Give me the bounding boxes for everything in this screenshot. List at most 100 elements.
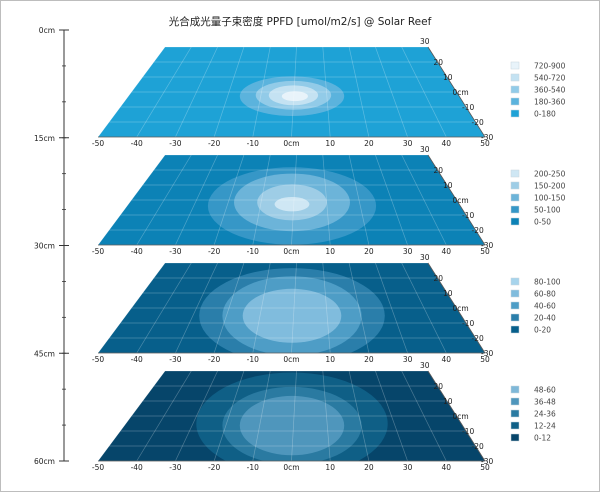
legend-swatch: [510, 277, 520, 286]
y-tick-label: -20: [472, 118, 484, 127]
y-tick-label: 30: [420, 361, 430, 370]
x-tick-label: -20: [208, 355, 220, 364]
legend-swatch: [510, 409, 520, 418]
depth-label: 45cm: [34, 349, 55, 358]
grid-line: [252, 47, 271, 137]
y-tick-label: 30: [420, 37, 430, 46]
y-tick-label: 10: [443, 289, 453, 298]
x-tick-label: 10: [325, 355, 335, 364]
panel-right-edge: [427, 262, 486, 354]
grid-line: [348, 155, 370, 245]
y-tick-label: 30: [420, 253, 430, 262]
grid-line: [348, 371, 370, 461]
y-tick-label: 0cm: [453, 412, 469, 421]
x-tick-label: 50: [480, 139, 490, 148]
grid-line: [175, 155, 218, 245]
legend-swatch: [510, 289, 520, 298]
y-tick-label: 20: [434, 274, 444, 283]
grid-line: [252, 263, 271, 353]
grid-line: [136, 371, 192, 461]
grid-line: [322, 263, 331, 353]
y-tick-label: 10: [443, 181, 453, 190]
x-tick-label: 20: [364, 139, 374, 148]
layer-2: [98, 263, 485, 353]
y-tick-label: 20: [434, 382, 444, 391]
y-tick-label: 10: [443, 397, 453, 406]
x-tick-label: -10: [247, 247, 259, 256]
x-tick-label: -30: [169, 139, 181, 148]
x-tick-label: 30: [403, 463, 413, 472]
x-tick-label: 30: [403, 355, 413, 364]
legend-label: 720-900: [534, 62, 566, 71]
panel-right-edge: [427, 370, 486, 462]
y-tick-label: -30: [481, 241, 493, 250]
y-tick-label: -20: [472, 334, 484, 343]
grid-line: [375, 47, 408, 137]
grid-line: [291, 155, 297, 245]
x-tick-label: -40: [131, 247, 143, 256]
grid-line: [401, 155, 447, 245]
x-tick-label: -40: [131, 463, 143, 472]
x-tick-label: 40: [442, 247, 452, 256]
x-tick-label: -10: [247, 139, 259, 148]
legend-swatch: [510, 433, 520, 442]
grid-line: [348, 47, 370, 137]
x-tick-label: 0cm: [283, 463, 299, 472]
x-tick-label: 50: [480, 247, 490, 256]
y-tick-label: 30: [420, 145, 430, 154]
legend-swatch: [510, 385, 520, 394]
legend-swatch: [510, 217, 520, 226]
y-tick-label: -10: [462, 211, 474, 220]
x-tick-label: 20: [364, 247, 374, 256]
grid-line: [401, 47, 447, 137]
legend-swatch: [510, 109, 520, 118]
grid-line: [291, 263, 297, 353]
legend-swatch: [510, 73, 520, 82]
legend-swatch: [510, 325, 520, 334]
legend-swatch: [510, 193, 520, 202]
y-tick-label: 0cm: [453, 304, 469, 313]
x-tick-label: 20: [364, 463, 374, 472]
legend-swatch: [510, 169, 520, 178]
grid-line: [375, 155, 408, 245]
grid-line: [401, 263, 447, 353]
grid-line: [136, 263, 192, 353]
grid-line: [348, 263, 370, 353]
grid-line: [175, 371, 218, 461]
legend-label: 48-60: [534, 386, 556, 395]
y-tick-label: -20: [472, 442, 484, 451]
x-tick-label: -50: [92, 139, 104, 148]
y-tick-label: -10: [462, 427, 474, 436]
legend-label: 50-100: [534, 206, 561, 215]
grid-line: [375, 263, 408, 353]
grid-line: [213, 263, 245, 353]
legend-label: 24-36: [534, 410, 556, 419]
legend-swatch: [510, 97, 520, 106]
grid-line: [291, 371, 297, 461]
y-tick-label: -30: [481, 457, 493, 466]
x-tick-label: 50: [480, 355, 490, 364]
legend-label: 540-720: [534, 74, 566, 83]
panel-right-edge: [427, 46, 486, 138]
legend-swatch: [510, 313, 520, 322]
x-tick-label: 30: [403, 139, 413, 148]
legend-label: 0-50: [534, 218, 551, 227]
grid-line: [375, 371, 408, 461]
panel-right-edge: [427, 154, 486, 246]
x-tick-label: -50: [92, 355, 104, 364]
legend-swatch: [510, 421, 520, 430]
x-tick-label: 50: [480, 463, 490, 472]
grid-line: [401, 371, 447, 461]
grid-line: [175, 47, 218, 137]
x-tick-label: 10: [325, 139, 335, 148]
y-tick-label: 20: [434, 166, 444, 175]
legend-label: 0-180: [534, 110, 556, 119]
legend-label: 150-200: [534, 182, 566, 191]
legend-swatch: [510, 301, 520, 310]
layer-0: [98, 47, 485, 137]
legend-label: 40-60: [534, 302, 556, 311]
layer-3: [98, 371, 485, 461]
legend-label: 100-150: [534, 194, 566, 203]
grid-line: [322, 47, 331, 137]
